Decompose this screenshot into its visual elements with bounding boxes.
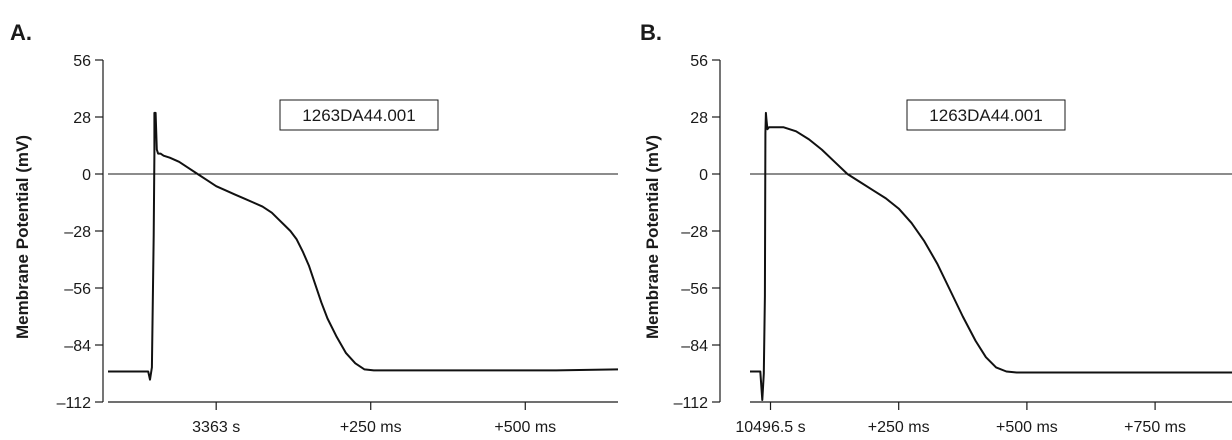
panel-b: B. Membrane Potential (mV) 56 28 0 –28 –56 –84 –…	[640, 20, 1232, 436]
y-tick-label: –56	[64, 281, 91, 298]
y-tick-label: –112	[674, 395, 709, 412]
annotation-text: 1263DA44.001	[302, 106, 415, 125]
x-tick-label: 10496.5 s	[735, 419, 805, 436]
y-tick-label: 56	[73, 53, 91, 70]
x-tick-label: +500 ms	[996, 419, 1058, 436]
panel-label: B.	[640, 20, 662, 45]
panel-a: A. Membrane Potential (mV) 56 28 0 –28 –56 –84 –…	[10, 20, 619, 436]
annotation-text: 1263DA44.001	[929, 106, 1042, 125]
y-tick-label: –112	[57, 395, 92, 412]
y-tick-label: –84	[64, 338, 91, 355]
y-tick-label: –28	[681, 224, 708, 241]
x-tick-label: 3363 s	[192, 419, 240, 436]
y-tick-label: 28	[73, 110, 91, 127]
annotation-box	[279, 99, 439, 131]
x-tick-label: +250 ms	[340, 419, 402, 436]
y-axis-label: Membrane Potential (mV)	[643, 135, 662, 339]
annotation-box	[906, 99, 1066, 131]
x-tick-label: +750 ms	[1124, 419, 1186, 436]
x-tick-label: +500 ms	[494, 419, 556, 436]
panel-label: A.	[10, 20, 32, 45]
series-line	[750, 111, 1232, 401]
y-tick-label: –84	[681, 338, 708, 355]
y-tick-label: 56	[690, 53, 708, 70]
y-tick-label: 0	[699, 167, 708, 184]
y-tick-label: –56	[681, 281, 708, 298]
y-tick-label: –28	[64, 224, 91, 241]
y-axis-label: Membrane Potential (mV)	[13, 135, 32, 339]
y-tick-label: 28	[690, 110, 708, 127]
x-tick-label: +250 ms	[868, 419, 930, 436]
series-line	[108, 111, 619, 381]
y-tick-label: 0	[82, 167, 91, 184]
